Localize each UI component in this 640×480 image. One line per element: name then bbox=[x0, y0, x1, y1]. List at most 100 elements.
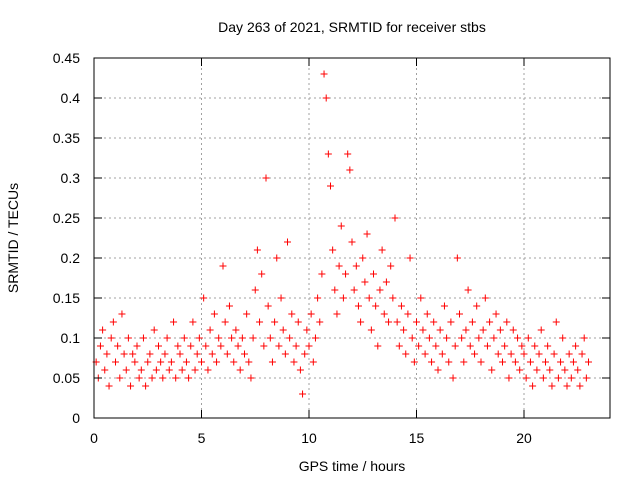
data-point bbox=[112, 358, 119, 366]
data-point bbox=[445, 358, 453, 366]
data-point bbox=[428, 358, 436, 366]
data-point bbox=[582, 374, 590, 382]
data-point bbox=[468, 318, 476, 326]
data-point bbox=[511, 358, 519, 366]
data-point bbox=[116, 374, 124, 382]
data-point bbox=[453, 254, 461, 262]
data-point bbox=[208, 350, 216, 358]
data-point bbox=[176, 350, 184, 358]
data-point bbox=[423, 310, 431, 318]
y-tick-label: 0.25 bbox=[53, 210, 80, 226]
data-point bbox=[572, 342, 580, 350]
data-point bbox=[172, 374, 180, 382]
data-point bbox=[397, 302, 405, 310]
data-point bbox=[277, 294, 285, 302]
data-point bbox=[120, 350, 128, 358]
data-point bbox=[118, 310, 126, 318]
data-point bbox=[546, 366, 554, 374]
data-point bbox=[165, 366, 173, 374]
data-point bbox=[144, 358, 152, 366]
data-point bbox=[552, 318, 560, 326]
data-point bbox=[354, 302, 362, 310]
x-tick-label: 0 bbox=[90, 430, 98, 446]
data-point bbox=[299, 390, 307, 398]
data-point bbox=[133, 342, 141, 350]
data-point bbox=[382, 278, 390, 286]
data-point bbox=[217, 342, 225, 350]
data-point bbox=[376, 286, 384, 294]
data-point bbox=[440, 302, 448, 310]
data-point bbox=[559, 334, 567, 342]
data-point bbox=[492, 310, 500, 318]
y-axis-label: SRMTID / TECUs bbox=[5, 183, 21, 293]
data-point bbox=[544, 342, 552, 350]
x-tick-label: 10 bbox=[301, 430, 317, 446]
data-point bbox=[187, 342, 195, 350]
data-point bbox=[266, 334, 274, 342]
data-point bbox=[311, 334, 319, 342]
data-point bbox=[389, 294, 397, 302]
y-tick-label: 0.35 bbox=[53, 130, 80, 146]
data-point bbox=[350, 286, 358, 294]
data-point bbox=[387, 262, 395, 270]
data-point bbox=[419, 326, 427, 334]
data-point bbox=[501, 342, 509, 350]
data-point bbox=[574, 366, 582, 374]
data-point bbox=[105, 382, 113, 390]
data-point bbox=[288, 310, 296, 318]
data-point bbox=[567, 374, 575, 382]
data-point bbox=[193, 350, 201, 358]
data-point bbox=[225, 302, 233, 310]
data-point bbox=[408, 334, 416, 342]
data-point bbox=[320, 70, 328, 78]
data-point bbox=[361, 278, 369, 286]
data-point bbox=[150, 326, 158, 334]
data-point bbox=[372, 302, 380, 310]
data-point bbox=[191, 366, 199, 374]
data-point bbox=[535, 350, 543, 358]
x-tick-label: 20 bbox=[516, 430, 532, 446]
data-point bbox=[174, 342, 182, 350]
data-point bbox=[124, 334, 132, 342]
data-point bbox=[294, 318, 302, 326]
chart-title: Day 263 of 2021, SRMTID for receiver stb… bbox=[218, 19, 486, 35]
data-point bbox=[109, 318, 117, 326]
data-point bbox=[342, 270, 350, 278]
data-point bbox=[514, 334, 522, 342]
data-point bbox=[471, 350, 479, 358]
data-point bbox=[161, 350, 169, 358]
data-point bbox=[195, 334, 203, 342]
data-point bbox=[131, 358, 139, 366]
data-point bbox=[303, 326, 311, 334]
data-point bbox=[230, 358, 238, 366]
data-point bbox=[262, 174, 270, 182]
data-point bbox=[275, 342, 283, 350]
data-point bbox=[483, 342, 491, 350]
data-point bbox=[264, 302, 272, 310]
data-point bbox=[316, 318, 324, 326]
data-point bbox=[505, 374, 513, 382]
data-point bbox=[565, 350, 573, 358]
data-point bbox=[374, 342, 382, 350]
data-point bbox=[204, 366, 212, 374]
data-point bbox=[537, 326, 545, 334]
data-point bbox=[380, 310, 388, 318]
plot-frame bbox=[93, 57, 611, 419]
data-point bbox=[213, 358, 221, 366]
data-point bbox=[400, 326, 408, 334]
data-point bbox=[335, 262, 343, 270]
data-point bbox=[509, 326, 517, 334]
y-tick-label: 0 bbox=[72, 410, 80, 426]
data-point bbox=[167, 358, 175, 366]
data-point bbox=[404, 310, 412, 318]
data-point bbox=[292, 342, 300, 350]
data-point bbox=[228, 334, 236, 342]
data-point bbox=[114, 342, 122, 350]
data-point bbox=[260, 342, 268, 350]
data-point bbox=[363, 230, 371, 238]
data-point bbox=[245, 358, 253, 366]
data-point bbox=[548, 382, 556, 390]
data-point bbox=[496, 326, 504, 334]
data-point bbox=[290, 358, 298, 366]
